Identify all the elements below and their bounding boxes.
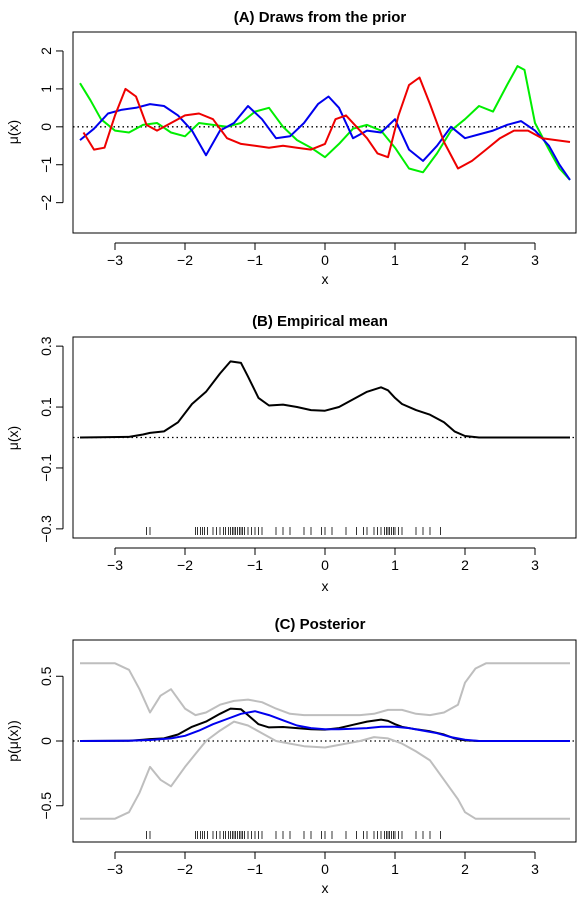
x-tick-label: 1 [391, 252, 399, 268]
panel-a-ylabel: μ(x) [5, 120, 21, 144]
x-tick-label: 2 [461, 861, 469, 877]
y-tick-label: −0.5 [38, 792, 54, 820]
x-tick-label: 0 [321, 861, 329, 877]
plot-frame [72, 31, 577, 234]
x-tick-label: 1 [391, 861, 399, 877]
y-tick-label: −1 [38, 157, 54, 173]
series-line-3 [82, 76, 571, 170]
y-tick-label: 0.1 [38, 397, 54, 417]
x-tick-label: 3 [531, 252, 539, 268]
y-tick-label: 2 [38, 47, 54, 55]
x-tick-label: 3 [531, 861, 539, 877]
panel-c-ylabel: p(μ(x)) [5, 720, 21, 762]
y-tick-label: 0 [38, 737, 54, 745]
x-tick-label: −1 [247, 861, 263, 877]
x-tick-label: −1 [247, 252, 263, 268]
x-tick-label: 2 [461, 557, 469, 573]
x-tick-label: −3 [107, 252, 123, 268]
series-line-2 [79, 95, 571, 181]
series-line-1 [79, 65, 571, 181]
y-tick-label: 0.5 [38, 666, 54, 686]
panel-c-title: (C) Posterior [275, 616, 366, 633]
x-tick-label: −2 [177, 252, 193, 268]
x-tick-label: −1 [247, 557, 263, 573]
series-line-4 [79, 710, 570, 742]
panel-b-ylabel: μ(x) [5, 426, 21, 450]
x-tick-label: −2 [177, 557, 193, 573]
x-tick-label: −3 [107, 861, 123, 877]
y-tick-label: 0.3 [38, 336, 54, 356]
series-line-3 [79, 707, 570, 742]
panel-a-xlabel: x [322, 271, 329, 287]
x-tick-label: −3 [107, 557, 123, 573]
panel-b-title: (B) Empirical mean [252, 313, 388, 330]
panel-a: (A) Draws from the prior x μ(x) −3 −2 −1 0 1… [5, 9, 577, 287]
x-tick-label: 0 [321, 252, 329, 268]
y-tick-label: 1 [38, 85, 54, 93]
series-line-1 [79, 360, 570, 439]
panel-a-title: (A) Draws from the prior [234, 9, 407, 26]
panel-c-xlabel: x [322, 880, 329, 896]
panel-c: (C) Posterior x p(μ(x)) −3 −2 −1 0 1 2 3 −0.5 0 0… [5, 616, 577, 896]
y-tick-label: 0 [38, 123, 54, 131]
x-tick-label: 0 [321, 557, 329, 573]
series-line-2 [80, 720, 570, 820]
panel-b: (B) Empirical mean x μ(x) −3 −2 −1 0 1 2 3 −0.3… [5, 313, 577, 594]
y-tick-label: −0.3 [38, 515, 54, 543]
y-tick-label: −0.1 [38, 454, 54, 482]
x-tick-label: 1 [391, 557, 399, 573]
series-line-1 [80, 662, 570, 717]
x-tick-label: 3 [531, 557, 539, 573]
y-tick-label: −2 [38, 194, 54, 210]
x-tick-label: 2 [461, 252, 469, 268]
x-tick-label: −2 [177, 861, 193, 877]
panel-b-xlabel: x [322, 578, 329, 594]
